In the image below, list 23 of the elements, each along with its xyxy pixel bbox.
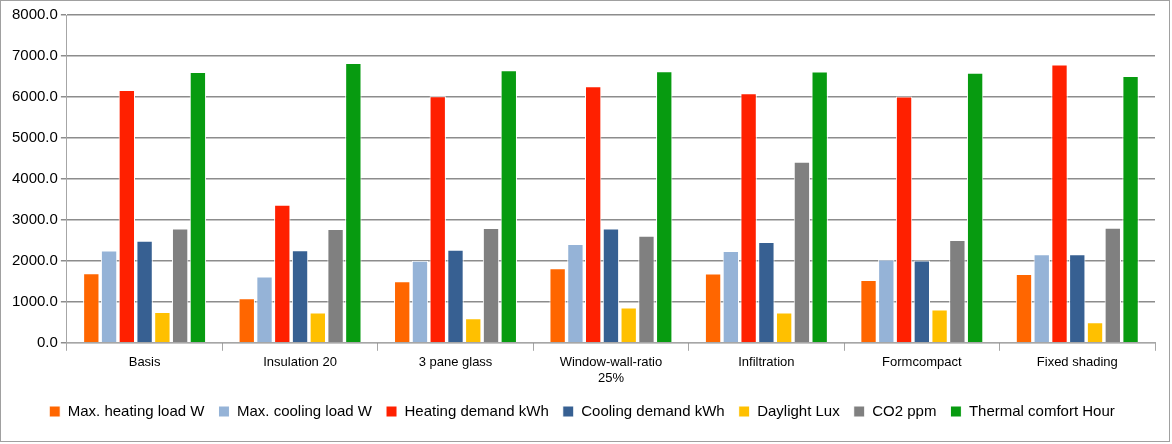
x-tick-label: Insulation 20	[263, 354, 337, 370]
y-tick-label: 7000.0	[11, 46, 58, 64]
y-tick-label: 1000.0	[11, 291, 58, 309]
y-tick-label: 8000.0	[11, 5, 58, 23]
legend-label: Daylight Lux	[757, 401, 841, 419]
x-tick-label: Window-wall-ratio 25%	[559, 354, 663, 385]
legend-label: Heating demand kWh	[404, 401, 549, 419]
y-tick-label: 3000.0	[11, 210, 58, 228]
legend-label: Thermal comfort Hour	[968, 401, 1115, 419]
legend-label: Max. heating load W	[67, 401, 206, 419]
x-tick-label: Basis	[128, 354, 161, 370]
legend-label: CO2 ppm	[872, 401, 937, 419]
y-tick-label: 5000.0	[11, 128, 58, 146]
x-tick-label: Infiltration	[738, 354, 795, 370]
y-tick-label: 2000.0	[11, 250, 58, 268]
x-tick-label: Fixed shading	[1036, 354, 1118, 370]
y-tick-label: 4000.0	[11, 169, 58, 187]
y-tick-label: 6000.0	[11, 87, 58, 105]
x-tick-label: 3 pane glass	[418, 354, 493, 370]
y-tick-label: 0.0	[37, 332, 58, 350]
legend-label: Max. cooling load W	[236, 401, 373, 419]
x-tick-label: Formcompact	[882, 354, 962, 370]
legend-label: Cooling demand kWh	[581, 401, 725, 419]
